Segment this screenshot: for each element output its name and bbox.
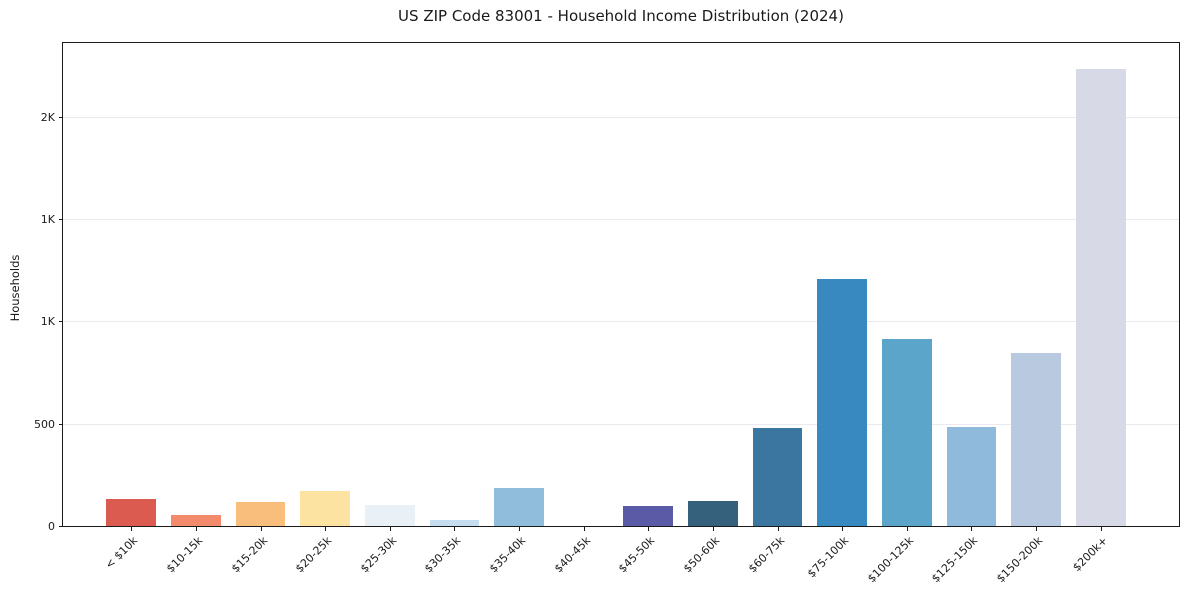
y-tick-mark [59,526,63,527]
bar [817,279,868,526]
bar-slot: $75-100k [805,43,875,580]
x-tick-mark [583,527,585,531]
x-tick-mark [648,527,650,531]
bar [946,426,997,526]
x-tick-label: $75-100k [805,534,852,581]
bar [364,504,415,526]
gridline [63,219,1179,221]
bar-slot: $125-150k [929,43,1004,585]
gridline [63,116,1179,118]
bar-slot: < $10k [99,43,164,572]
bar-slot: $15-20k [228,43,293,575]
x-tick-mark [842,527,844,531]
y-tick-label: 1K [40,315,55,329]
x-tick-mark [131,527,133,531]
x-tick-label: $60-75k [745,534,787,576]
x-tick-label: $15-20k [228,534,270,576]
bar-slot: $35-40k [487,43,552,575]
x-tick-label: $20-25k [293,534,335,576]
y-tick-label: 1K [40,213,55,227]
x-tick-mark [519,527,521,531]
x-tick-mark [389,527,391,531]
x-tick-mark [777,527,779,531]
bar [623,505,674,526]
x-tick-mark [906,527,908,531]
x-tick-mark [454,527,456,531]
bar-slot: $10-15k [164,43,229,575]
plot-area: < $10k $10-15k $15-20k $20-25k $25-30k $30-35… [34,42,1180,585]
bar-slot: $20-25k [293,43,358,575]
x-tick-label: $125-150k [929,534,981,586]
x-tick-label: $35-40k [486,534,529,576]
bar-slot: $50-60k [681,43,746,575]
bar-slot: $60-75k [745,43,810,575]
x-tick-mark [1100,527,1102,531]
bar [752,427,803,526]
gridline [63,423,1179,425]
bar-slot: $45-50k [616,43,681,575]
y-tick-mark [59,321,63,323]
bar [1075,68,1126,526]
bar-slot: $40-45k [551,43,616,575]
x-tick-mark [1036,527,1038,531]
bar-slot: $200k+ [1068,43,1133,574]
y-axis-label-text: Households [8,254,22,322]
bar [429,519,480,526]
bars-row: < $10k $10-15k $15-20k $20-25k $25-30k $30-35… [63,43,1179,585]
bar [1011,353,1061,526]
x-tick-label: $10-15k [163,534,206,576]
x-tick-label: $100-125k [864,534,917,586]
x-tick-mark [325,527,327,531]
y-tick-mark [59,116,63,118]
bar [300,491,351,526]
x-tick-mark [712,527,714,531]
gridline [63,321,1179,323]
x-tick-label: $40-45k [551,534,593,576]
x-tick-mark [260,527,262,531]
y-tick-label: 2K [40,110,55,124]
y-tick-mark [59,219,63,221]
bar [494,488,544,526]
bar-slot: $100-125k [865,43,940,585]
x-tick-mark [195,527,197,531]
bar [171,514,221,526]
bar [106,499,157,526]
x-tick-label: $200k+ [1069,534,1110,575]
bar-slot: $25-30k [358,43,423,575]
chart-title: US ZIP Code 83001 - Household Income Dis… [398,7,844,25]
x-tick-label: $150-200k [994,534,1046,586]
x-tick-mark [971,527,973,531]
x-tick-label: $30-35k [422,534,464,576]
bar-slot: $30-35k [422,43,487,575]
x-tick-label: $45-50k [616,534,658,576]
y-tick-label: 500 [34,417,55,431]
bar [235,502,286,526]
x-tick-label: $25-30k [357,534,400,576]
bar [688,501,738,526]
x-tick-label: $50-60k [680,534,723,576]
y-tick-label: 0 [48,520,55,533]
x-tick-label: < $10k [102,534,141,572]
bar-slot: $150-200k [994,43,1069,585]
y-tick-mark [59,423,63,425]
bar [881,338,932,526]
